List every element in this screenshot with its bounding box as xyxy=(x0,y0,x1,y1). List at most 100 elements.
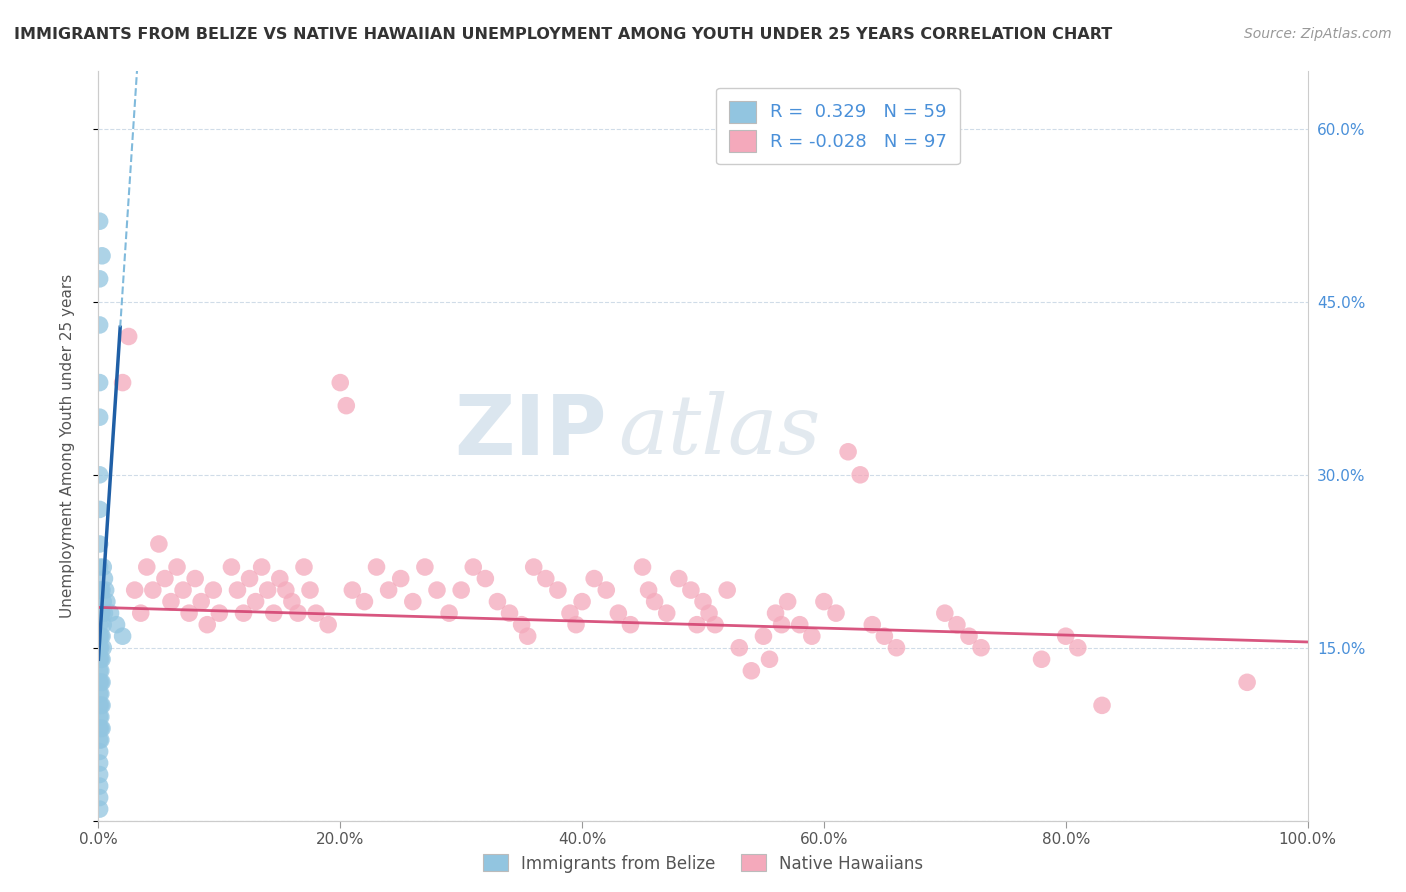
Point xyxy=(90,675,112,690)
Point xyxy=(250,560,273,574)
Point xyxy=(1236,675,1258,690)
Point xyxy=(89,272,111,286)
Point xyxy=(849,467,872,482)
Point xyxy=(89,537,111,551)
Point xyxy=(89,214,111,228)
Point xyxy=(89,790,111,805)
Point xyxy=(1031,652,1053,666)
Point xyxy=(860,617,883,632)
Point xyxy=(91,583,114,598)
Point xyxy=(686,617,709,632)
Point xyxy=(873,629,896,643)
Point xyxy=(274,583,297,598)
Point xyxy=(89,733,111,747)
Point xyxy=(281,594,304,608)
Point xyxy=(89,767,111,781)
Point xyxy=(89,664,111,678)
Point xyxy=(100,606,122,620)
Point xyxy=(135,560,157,574)
Point xyxy=(89,722,111,736)
Y-axis label: Unemployment Among Youth under 25 years: Unemployment Among Youth under 25 years xyxy=(60,274,75,618)
Point xyxy=(245,594,267,608)
Legend: Immigrants from Belize, Native Hawaiians: Immigrants from Belize, Native Hawaiians xyxy=(477,847,929,880)
Point xyxy=(934,606,956,620)
Point xyxy=(221,560,243,574)
Point xyxy=(679,583,702,598)
Point xyxy=(486,594,509,608)
Point xyxy=(957,629,980,643)
Point xyxy=(498,606,520,620)
Point xyxy=(716,583,738,598)
Point xyxy=(970,640,993,655)
Point xyxy=(90,640,112,655)
Point xyxy=(740,664,762,678)
Point xyxy=(89,802,111,816)
Point xyxy=(90,629,112,643)
Point xyxy=(91,722,114,736)
Point xyxy=(366,560,388,574)
Point xyxy=(89,675,111,690)
Point xyxy=(91,606,114,620)
Point xyxy=(89,710,111,724)
Point xyxy=(91,617,114,632)
Point xyxy=(142,583,165,598)
Point xyxy=(89,410,111,425)
Point xyxy=(668,572,690,586)
Point xyxy=(202,583,225,598)
Point xyxy=(89,640,111,655)
Point xyxy=(886,640,908,655)
Point xyxy=(208,606,231,620)
Point xyxy=(93,606,115,620)
Point xyxy=(523,560,546,574)
Point xyxy=(90,664,112,678)
Point xyxy=(105,617,128,632)
Point xyxy=(89,583,111,598)
Text: ZIP: ZIP xyxy=(454,391,606,472)
Point xyxy=(299,583,322,598)
Point xyxy=(91,560,114,574)
Text: Source: ZipAtlas.com: Source: ZipAtlas.com xyxy=(1244,27,1392,41)
Point xyxy=(329,376,352,390)
Point xyxy=(124,583,146,598)
Point xyxy=(450,583,472,598)
Point xyxy=(89,779,111,793)
Point xyxy=(377,583,399,598)
Text: IMMIGRANTS FROM BELIZE VS NATIVE HAWAIIAN UNEMPLOYMENT AMONG YOUTH UNDER 25 YEAR: IMMIGRANTS FROM BELIZE VS NATIVE HAWAIIA… xyxy=(14,27,1112,42)
Point xyxy=(765,606,787,620)
Point xyxy=(148,537,170,551)
Point xyxy=(91,249,114,263)
Point xyxy=(516,629,538,643)
Point xyxy=(1054,629,1077,643)
Point xyxy=(946,617,969,632)
Point xyxy=(595,583,617,598)
Point xyxy=(437,606,460,620)
Point xyxy=(644,594,666,608)
Point xyxy=(90,733,112,747)
Point xyxy=(800,629,823,643)
Point xyxy=(91,675,114,690)
Point xyxy=(89,318,111,332)
Point xyxy=(111,376,134,390)
Point xyxy=(534,572,557,586)
Point xyxy=(619,617,641,632)
Point xyxy=(89,744,111,758)
Point xyxy=(190,594,212,608)
Point xyxy=(111,629,134,643)
Point xyxy=(89,376,111,390)
Point xyxy=(558,606,581,620)
Point xyxy=(96,594,118,608)
Point xyxy=(90,606,112,620)
Point xyxy=(90,652,112,666)
Point xyxy=(89,617,111,632)
Point xyxy=(463,560,485,574)
Point xyxy=(232,606,254,620)
Point xyxy=(565,617,588,632)
Point xyxy=(758,652,780,666)
Point xyxy=(89,756,111,770)
Point xyxy=(728,640,751,655)
Point xyxy=(94,583,117,598)
Point xyxy=(89,467,111,482)
Point xyxy=(292,560,315,574)
Point xyxy=(1067,640,1090,655)
Point xyxy=(239,572,262,586)
